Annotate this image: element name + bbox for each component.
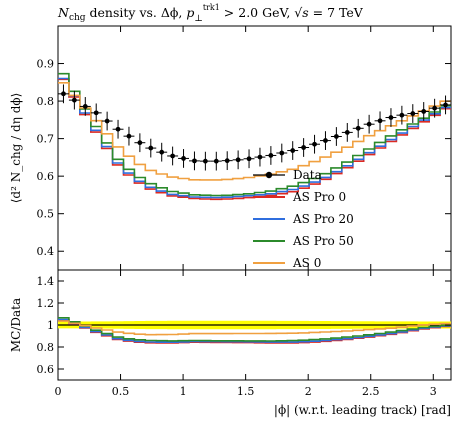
data-point bbox=[312, 141, 317, 147]
data-point bbox=[388, 115, 394, 120]
data-point bbox=[410, 111, 416, 116]
y-tick-label: 0.5 bbox=[37, 208, 55, 221]
data-point bbox=[257, 154, 263, 160]
legend-series-group: AS Pro 0 AS Pro 20 AS Pro 50 AS 0 bbox=[253, 190, 354, 270]
data-point bbox=[213, 158, 219, 164]
data-uncertainty-band bbox=[58, 320, 451, 330]
legend-data-marker bbox=[265, 171, 273, 179]
data-point bbox=[148, 145, 154, 151]
legend-series-label-3: AS 0 bbox=[292, 256, 321, 270]
data-point bbox=[290, 148, 296, 153]
top-panel-frame bbox=[57, 25, 452, 271]
data-point bbox=[344, 129, 350, 135]
data-point bbox=[126, 133, 132, 139]
data-point bbox=[301, 145, 307, 150]
y-tick-label: 1 bbox=[47, 319, 54, 332]
data-point bbox=[246, 156, 252, 162]
x-tick-label: 2.5 bbox=[362, 385, 380, 398]
y-tick-label: 1.2 bbox=[37, 297, 55, 310]
data-point bbox=[432, 105, 438, 111]
y-tick-label: 0.6 bbox=[37, 363, 55, 376]
data-point bbox=[170, 153, 176, 159]
bottom-panel: 0.6 0.8 1 1.2 1.4 0 0.5 1 1.5 2 2.5 3 MC/Data |ϕ| … bbox=[9, 269, 452, 417]
y-tick-label: 0.4 bbox=[37, 245, 55, 258]
data-point bbox=[104, 118, 110, 124]
legend-series-label-2: AS Pro 50 bbox=[292, 234, 354, 248]
data-point bbox=[202, 158, 208, 164]
x-tick-label: 1 bbox=[180, 385, 187, 398]
y-tick-label: 0.6 bbox=[37, 170, 55, 183]
y-tick-label: 0.7 bbox=[37, 133, 55, 146]
ratio-series-group bbox=[58, 317, 451, 344]
top-series-group bbox=[58, 72, 451, 201]
data-point bbox=[355, 125, 361, 131]
data-point bbox=[192, 158, 197, 164]
data-point bbox=[82, 104, 88, 109]
x-tick-label: 3 bbox=[430, 385, 437, 398]
data-point bbox=[268, 153, 274, 158]
data-point bbox=[159, 149, 165, 155]
top-panel: 0.4 0.5 0.6 0.7 0.8 0.9 ⟨d² N_chg / dη dϕ⟩ bbox=[9, 25, 452, 271]
data-point bbox=[399, 112, 405, 118]
data-point bbox=[137, 140, 143, 146]
y-tick-label: 0.9 bbox=[37, 58, 55, 71]
legend-series-label-1: AS Pro 20 bbox=[292, 212, 354, 226]
legend: Data AS Pro 0 AS Pro 20 AS Pro 50 AS 0 bbox=[253, 168, 354, 270]
data-point bbox=[224, 158, 230, 164]
legend-series-label-0: AS Pro 0 bbox=[292, 190, 346, 204]
legend-data-label: Data bbox=[293, 168, 322, 182]
x-tick-label: 2 bbox=[305, 385, 312, 398]
x-tick-label: 0.5 bbox=[112, 385, 130, 398]
data-point bbox=[421, 109, 427, 114]
data-point bbox=[279, 150, 285, 156]
top-y-ticks: 0.4 0.5 0.6 0.7 0.8 0.9 bbox=[37, 58, 451, 258]
bottom-y-axis-label: MC/Data bbox=[9, 298, 23, 352]
data-point bbox=[93, 110, 99, 116]
data-point bbox=[323, 138, 328, 143]
x-axis-label: |ϕ| (w.r.t. leading track) [rad] bbox=[274, 403, 451, 417]
data-point bbox=[235, 157, 241, 163]
top-data-points bbox=[58, 84, 451, 171]
x-tick-label: 1.5 bbox=[237, 385, 255, 398]
x-tick-label: 0 bbox=[55, 385, 62, 398]
data-point bbox=[181, 156, 186, 161]
ratio-line-2 bbox=[58, 317, 451, 342]
data-point bbox=[366, 121, 372, 127]
data-point bbox=[115, 126, 121, 132]
data-point bbox=[443, 102, 448, 108]
bottom-x-ticks: 0 0.5 1 1.5 2 2.5 3 bbox=[55, 270, 437, 398]
series-line-1 bbox=[58, 77, 451, 199]
data-point bbox=[61, 91, 66, 97]
data-point bbox=[333, 134, 339, 139]
legend-entry-data: Data bbox=[253, 168, 322, 182]
chart-title: Nchg density vs. Δϕ, p⊥trk1 > 2.0 GeV, √… bbox=[57, 3, 364, 24]
bottom-y-ticks: 0.6 0.8 1 1.2 1.4 bbox=[37, 275, 451, 376]
ratio-line-3 bbox=[58, 320, 451, 336]
y-tick-label: 0.8 bbox=[37, 341, 55, 354]
data-point bbox=[71, 97, 77, 103]
top-y-axis-label: ⟨d² N_chg / dη dϕ⟩ bbox=[9, 93, 23, 204]
series-line-3 bbox=[58, 82, 451, 181]
y-tick-label: 1.4 bbox=[37, 275, 55, 288]
data-point bbox=[377, 118, 383, 124]
series-line-2 bbox=[58, 72, 451, 197]
y-tick-label: 0.8 bbox=[37, 95, 55, 108]
top-x-ticks bbox=[57, 26, 434, 270]
